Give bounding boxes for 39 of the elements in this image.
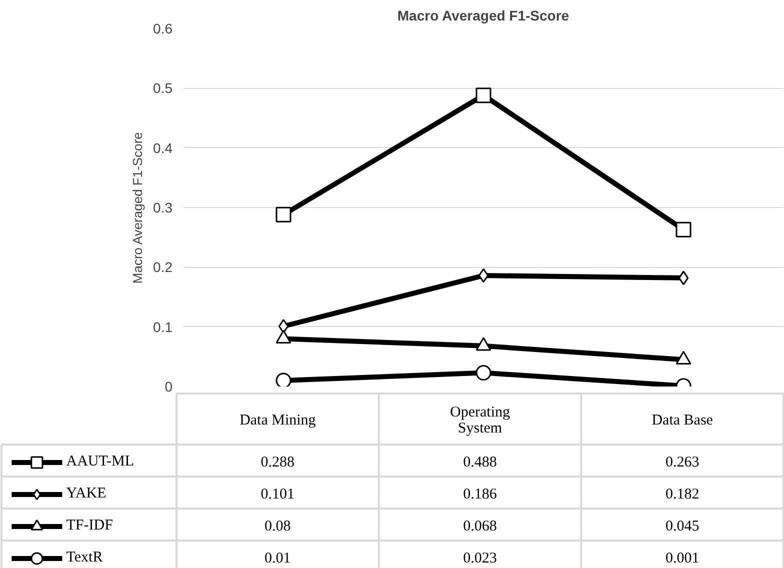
legend-label: TextR: [66, 550, 103, 566]
point: [678, 270, 689, 286]
chart-title: Macro Averaged F1-Score: [397, 8, 570, 24]
y-tick-label: 0.4: [153, 140, 173, 156]
data-label: 0.023: [463, 550, 497, 566]
x-tick-label: Data Mining: [240, 412, 316, 428]
data-label: 0.001: [665, 550, 700, 566]
point: [676, 350, 692, 364]
point: [478, 268, 489, 283]
x-tick-label: Data Base: [652, 412, 714, 428]
x-tick-label: Operating System: [450, 404, 510, 436]
y-tick-label: 0.2: [153, 259, 173, 276]
data-label: 0.068: [463, 518, 497, 534]
data-label: 0.288: [260, 454, 295, 470]
data-label: 0.045: [665, 518, 700, 534]
point: [276, 206, 292, 222]
y-tick-label: 0: [164, 378, 173, 394]
point: [276, 330, 292, 344]
y-tick-label: 0.6: [153, 20, 173, 36]
y-tick-label: 0.1: [153, 318, 173, 335]
data-label: 0.263: [665, 454, 700, 470]
data-label: 0.488: [463, 454, 497, 470]
data-label: 0.08: [264, 518, 291, 534]
y-axis-title: Macro Averaged F1-Score: [130, 132, 146, 284]
data-label: 0.101: [260, 486, 295, 502]
legend-label: YAKE: [66, 486, 106, 502]
legend-label: AAUT-ML: [66, 454, 134, 470]
legend-label: TF-IDF: [66, 518, 113, 534]
point: [278, 318, 289, 334]
point: [276, 372, 292, 386]
y-tick-label: 0.5: [153, 80, 173, 96]
point: [476, 337, 492, 351]
point: [676, 222, 692, 238]
y-tick-label: 0.3: [153, 200, 173, 216]
data-label: 0.182: [665, 486, 700, 502]
point: [476, 365, 492, 381]
data-label: 0.01: [264, 550, 291, 566]
point: [476, 88, 492, 104]
data-label: 0.186: [463, 486, 498, 502]
